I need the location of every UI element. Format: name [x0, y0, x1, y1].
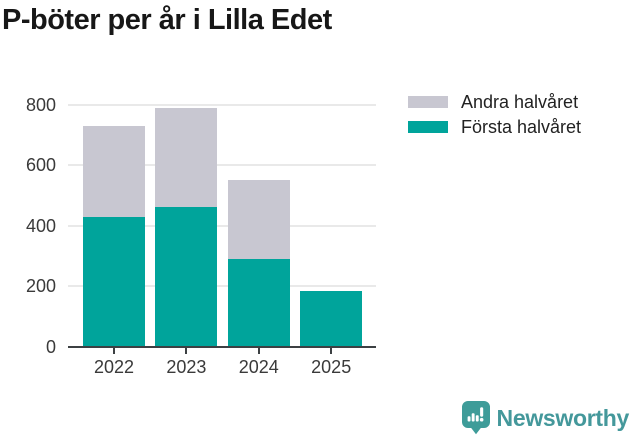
legend: Andra halvåret Första halvåret — [408, 91, 582, 143]
x-tick-2023 — [185, 348, 188, 354]
x-tick-label-2025: 2025 — [311, 357, 352, 377]
x-axis-line — [68, 345, 376, 348]
gridline-400 — [68, 224, 376, 227]
x-tick-label-2023: 2023 — [166, 357, 207, 377]
bar-segment-2025-första-halvåret — [300, 290, 363, 347]
gridline-200 — [68, 285, 376, 288]
y-tick-label-600: 600 — [25, 155, 56, 176]
bar-segment-2022-andra-halvåret — [83, 126, 145, 217]
newsworthy-logo: Newsworthy — [461, 401, 630, 435]
bar-segment-2022-första-halvåret — [83, 216, 145, 347]
legend-item-forsta-halvaret: Första halvåret — [408, 116, 582, 137]
bar-segment-2023-första-halvåret — [155, 206, 218, 347]
y-tick-label-400: 400 — [25, 215, 56, 236]
newsworthy-bubble-chart-icon — [461, 401, 490, 435]
x-tick-2024 — [257, 348, 260, 354]
legend-item-andra-halvaret: Andra halvåret — [408, 91, 581, 112]
x-tick-label-2024: 2024 — [238, 357, 279, 377]
legend-swatch-forsta-halvaret — [408, 121, 448, 133]
y-tick-label-200: 200 — [25, 276, 56, 297]
legend-label: Första halvåret — [461, 116, 582, 137]
y-tick-label-800: 800 — [25, 95, 56, 115]
y-tick-label-0: 0 — [45, 336, 56, 357]
chart-title: P-böter per år i Lilla Edet — [2, 4, 332, 36]
bar-segment-2024-andra-halvåret — [227, 179, 290, 259]
gridline-600 — [68, 164, 376, 167]
bar-segment-2023-andra-halvåret — [155, 108, 218, 207]
x-tick-2022 — [113, 348, 115, 354]
newsworthy-logo-text: Newsworthy — [496, 404, 630, 431]
legend-label: Andra halvåret — [461, 91, 579, 112]
x-tick-2025 — [330, 348, 333, 354]
legend-swatch-andra-halvaret — [408, 96, 448, 108]
x-tick-label-2022: 2022 — [93, 357, 135, 377]
bar-segment-2024-första-halvåret — [227, 258, 290, 347]
gridline-800 — [68, 104, 376, 106]
